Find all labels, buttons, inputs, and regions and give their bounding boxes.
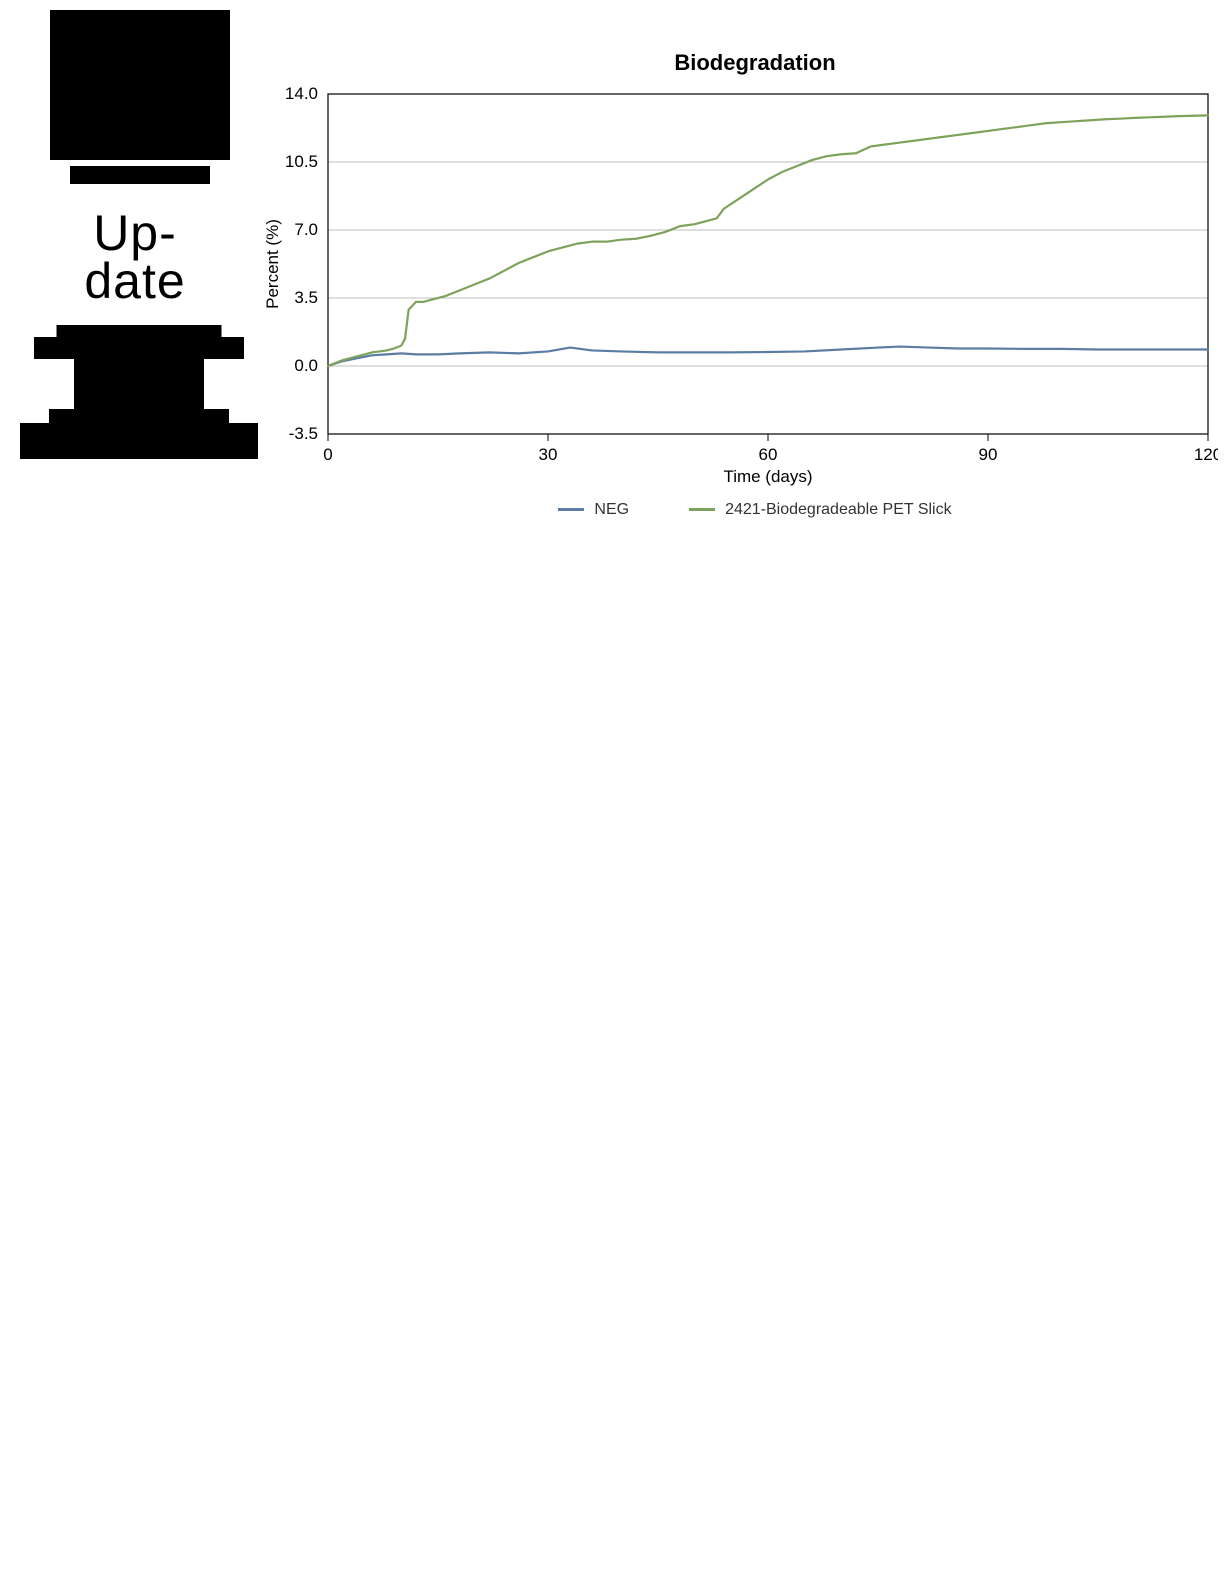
biodegradation-chart: Biodegradation -3.5 0.0 3.5 7.0 10.5 14.0 0 30 6… [260,50,1210,519]
chart-svg: -3.5 0.0 3.5 7.0 10.5 14.0 0 30 60 90 120 Time (day… [260,86,1218,486]
svg-text:90: 90 [979,445,998,464]
update-heading: Up- date [20,210,250,305]
redacted-block [50,10,230,160]
chart-legend: NEG 2421-Biodegradeable PET Slick [300,501,1210,519]
svg-text:0: 0 [323,445,332,464]
svg-text:14.0: 14.0 [285,86,318,103]
legend-item: 2421-Biodegradeable PET Slick [689,501,952,519]
legend-item: NEG [558,501,629,519]
legend-label: 2421-Biodegradeable PET Slick [725,501,952,518]
chart-title: Biodegradation [300,50,1210,76]
svg-text:120: 120 [1194,445,1218,464]
svg-text:30: 30 [539,445,558,464]
redacted-block [70,166,210,184]
svg-text:Percent (%): Percent (%) [263,219,282,309]
legend-label: NEG [594,501,629,518]
legend-swatch [558,508,584,511]
svg-text:Time (days): Time (days) [723,467,812,486]
redacted-block [34,337,244,359]
redacted-block [74,357,204,411]
svg-text:0.0: 0.0 [294,356,318,375]
update-line-2: date [84,253,185,309]
left-column: Up- date [20,10,250,465]
svg-text:3.5: 3.5 [294,288,318,307]
redacted-block [20,423,258,459]
svg-text:7.0: 7.0 [294,220,318,239]
svg-text:-3.5: -3.5 [289,424,318,443]
redacted-stack [20,325,258,465]
svg-text:10.5: 10.5 [285,152,318,171]
legend-swatch [689,508,715,511]
svg-text:60: 60 [759,445,778,464]
